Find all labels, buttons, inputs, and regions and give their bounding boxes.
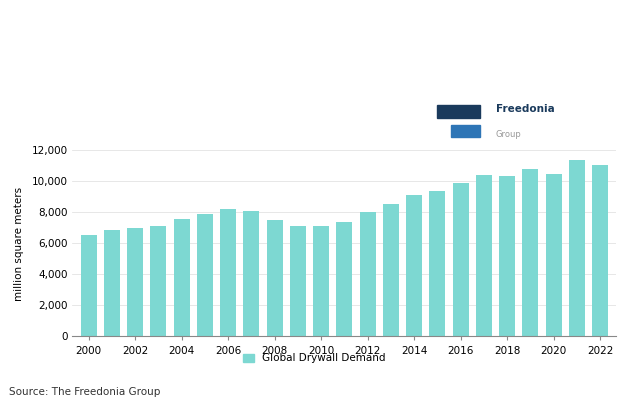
Bar <box>383 204 399 336</box>
Bar <box>476 174 492 336</box>
Bar <box>290 226 306 336</box>
Text: Figure 3-1.
Global Drywall Demand,
2000 – 2022
(million square meters): Figure 3-1. Global Drywall Demand, 2000 … <box>9 7 178 75</box>
Bar <box>593 165 608 336</box>
Bar <box>546 174 562 336</box>
Bar <box>437 105 480 117</box>
Bar <box>337 222 352 336</box>
Text: Group: Group <box>496 130 521 139</box>
Bar <box>360 212 376 336</box>
Bar <box>267 220 282 336</box>
Bar <box>406 195 422 336</box>
Legend: Global Drywall Demand: Global Drywall Demand <box>243 354 386 363</box>
Bar <box>453 183 469 336</box>
Bar <box>174 219 189 336</box>
Bar <box>313 227 329 336</box>
Bar <box>104 229 120 336</box>
Bar <box>243 211 259 336</box>
Bar <box>197 214 213 336</box>
Bar <box>81 235 96 336</box>
Bar <box>430 191 445 336</box>
Bar <box>499 176 515 336</box>
Bar <box>220 209 236 336</box>
Bar <box>523 169 538 336</box>
Y-axis label: million square meters: million square meters <box>14 186 25 301</box>
Text: Freedonia: Freedonia <box>496 104 554 114</box>
Bar <box>127 228 143 336</box>
Bar <box>569 160 585 336</box>
Text: Source: The Freedonia Group: Source: The Freedonia Group <box>9 387 161 397</box>
Bar <box>150 226 166 336</box>
Bar <box>450 125 480 137</box>
